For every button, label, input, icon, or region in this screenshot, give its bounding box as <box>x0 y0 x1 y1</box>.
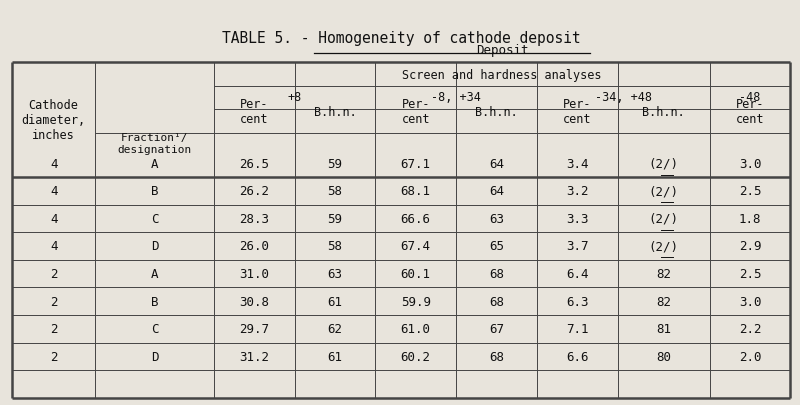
Text: -34, +48: -34, +48 <box>594 91 652 104</box>
Text: Per-
cent: Per- cent <box>563 98 591 126</box>
Text: Screen and hardness analyses: Screen and hardness analyses <box>402 69 602 82</box>
Text: C: C <box>151 212 158 225</box>
Text: D: D <box>151 350 158 363</box>
Text: 61: 61 <box>327 295 342 308</box>
Text: 67.4: 67.4 <box>401 240 430 253</box>
Text: 1.8: 1.8 <box>738 212 762 225</box>
Text: 68: 68 <box>489 267 504 280</box>
Text: A: A <box>151 157 158 170</box>
Text: 2: 2 <box>50 267 58 280</box>
Text: 58: 58 <box>327 240 342 253</box>
Text: 3.7: 3.7 <box>566 240 589 253</box>
Text: B: B <box>151 185 158 198</box>
Text: 7.1: 7.1 <box>566 322 589 335</box>
Text: 4: 4 <box>50 212 58 225</box>
Text: 61.0: 61.0 <box>401 322 430 335</box>
Text: B.h.n.: B.h.n. <box>314 106 356 119</box>
Text: 60.1: 60.1 <box>401 267 430 280</box>
Text: (2/): (2/) <box>649 185 678 198</box>
Text: 3.4: 3.4 <box>566 157 589 170</box>
Text: 62: 62 <box>327 322 342 335</box>
Text: C: C <box>151 322 158 335</box>
Text: 59: 59 <box>327 157 342 170</box>
Text: 6.4: 6.4 <box>566 267 589 280</box>
Text: (2/): (2/) <box>649 157 678 170</box>
Text: Per-
cent: Per- cent <box>736 98 764 126</box>
Text: Per-
cent: Per- cent <box>402 98 430 126</box>
Text: -48: -48 <box>739 91 761 104</box>
Text: 26.5: 26.5 <box>239 157 270 170</box>
Text: 4: 4 <box>50 185 58 198</box>
Text: 31.0: 31.0 <box>239 267 270 280</box>
Text: 2.0: 2.0 <box>738 350 762 363</box>
Text: 6.3: 6.3 <box>566 295 589 308</box>
Text: Cathode
diameter,
inches: Cathode diameter, inches <box>22 99 86 142</box>
Text: 80: 80 <box>656 350 671 363</box>
Text: -8, +34: -8, +34 <box>431 91 481 104</box>
Text: Per-
cent: Per- cent <box>240 98 269 126</box>
Text: 81: 81 <box>656 322 671 335</box>
Text: B.h.n.: B.h.n. <box>642 106 685 119</box>
Text: 68.1: 68.1 <box>401 185 430 198</box>
Text: 60.2: 60.2 <box>401 350 430 363</box>
Text: 26.0: 26.0 <box>239 240 270 253</box>
Text: TABLE 5. - Homogeneity of cathode deposit: TABLE 5. - Homogeneity of cathode deposi… <box>222 31 581 46</box>
Text: 65: 65 <box>489 240 504 253</box>
Text: 31.2: 31.2 <box>239 350 270 363</box>
Text: 59: 59 <box>327 212 342 225</box>
Text: B: B <box>151 295 158 308</box>
Text: 66.6: 66.6 <box>401 212 430 225</box>
Text: 63: 63 <box>489 212 504 225</box>
Text: 61: 61 <box>327 350 342 363</box>
Text: 67.1: 67.1 <box>401 157 430 170</box>
Text: 68: 68 <box>489 350 504 363</box>
Text: 3.0: 3.0 <box>738 295 762 308</box>
Text: 63: 63 <box>327 267 342 280</box>
Text: 82: 82 <box>656 295 671 308</box>
Text: 28.3: 28.3 <box>239 212 270 225</box>
Text: 68: 68 <box>489 295 504 308</box>
Text: 2: 2 <box>50 295 58 308</box>
Text: 29.7: 29.7 <box>239 322 270 335</box>
Text: 2: 2 <box>50 350 58 363</box>
Text: 2.9: 2.9 <box>738 240 762 253</box>
Text: 30.8: 30.8 <box>239 295 270 308</box>
Text: 4: 4 <box>50 157 58 170</box>
Text: B.h.n.: B.h.n. <box>475 106 518 119</box>
Text: 2.5: 2.5 <box>738 267 762 280</box>
Text: 82: 82 <box>656 267 671 280</box>
Text: 3.3: 3.3 <box>566 212 589 225</box>
Text: 3.0: 3.0 <box>738 157 762 170</box>
Text: A: A <box>151 267 158 280</box>
Text: 26.2: 26.2 <box>239 185 270 198</box>
Text: (2/): (2/) <box>649 240 678 253</box>
Text: D: D <box>151 240 158 253</box>
Text: +8: +8 <box>287 91 302 104</box>
Text: 2.5: 2.5 <box>738 185 762 198</box>
Text: Fraction¹/
designation: Fraction¹/ designation <box>118 133 192 154</box>
Text: (2/): (2/) <box>649 212 678 225</box>
Text: 58: 58 <box>327 185 342 198</box>
Text: 59.9: 59.9 <box>401 295 430 308</box>
Text: 4: 4 <box>50 240 58 253</box>
Text: 6.6: 6.6 <box>566 350 589 363</box>
Text: 3.2: 3.2 <box>566 185 589 198</box>
Text: Deposit: Deposit <box>476 44 528 57</box>
Text: 67: 67 <box>489 322 504 335</box>
Text: 64: 64 <box>489 185 504 198</box>
Text: 2.2: 2.2 <box>738 322 762 335</box>
Text: 64: 64 <box>489 157 504 170</box>
Text: 2: 2 <box>50 322 58 335</box>
